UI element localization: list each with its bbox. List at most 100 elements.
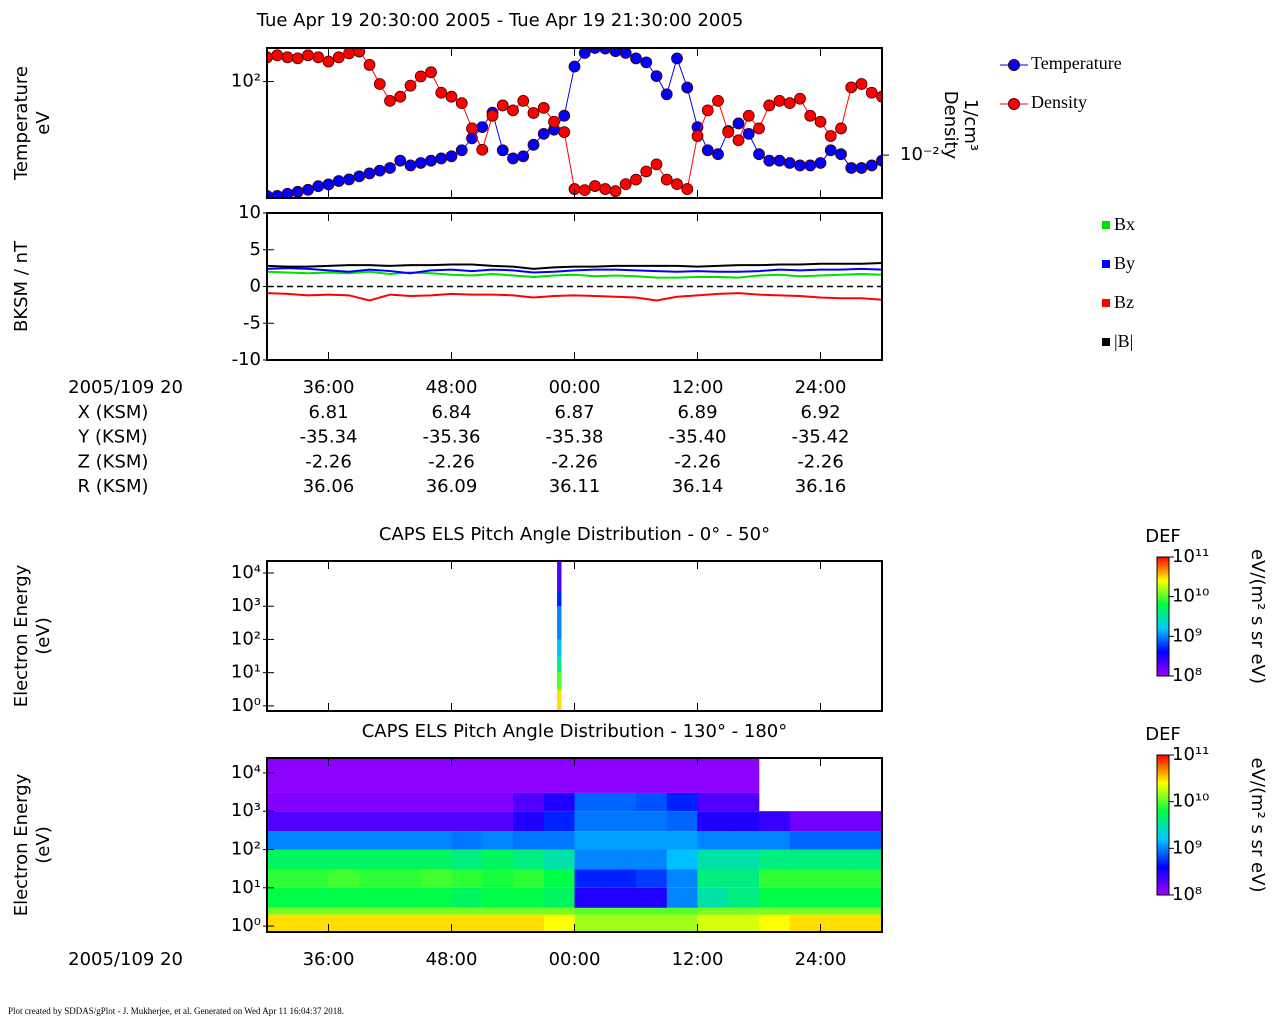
y-tick-label: 10⁰: [231, 915, 261, 936]
marker: [835, 122, 847, 135]
ephemeris-value: 6.92: [800, 402, 840, 423]
heatmap-cell: [557, 656, 562, 673]
legend-label: By: [1114, 253, 1135, 273]
heatmap-cell: [697, 914, 729, 932]
legend-marker: [1102, 221, 1110, 229]
heatmap-cell: [451, 849, 483, 870]
y-axis-label: (eV): [33, 617, 54, 654]
legend-label: |B|: [1114, 331, 1133, 351]
heatmap-cell: [759, 887, 791, 908]
heatmap-cell: [636, 914, 668, 932]
heatmap-cell: [636, 869, 668, 888]
heatmap-cell: [513, 758, 545, 793]
marker: [753, 122, 765, 135]
y-axis-label: (eV): [33, 826, 54, 863]
heatmap-cell: [605, 811, 637, 832]
heatmap-cell: [420, 914, 452, 932]
marker: [414, 70, 427, 83]
heatmap-cell: [605, 758, 637, 793]
marker: [517, 150, 530, 163]
heatmap-cell: [359, 914, 391, 932]
heatmap-cell: [636, 907, 668, 915]
heatmap-cell: [390, 914, 422, 932]
colorbar-tick-label: 10⁹: [1172, 837, 1202, 858]
marker: [466, 132, 478, 145]
marker: [609, 185, 622, 198]
marker: [353, 48, 366, 58]
marker: [681, 183, 694, 195]
marker: [302, 183, 314, 196]
heatmap-cell: [359, 758, 391, 793]
marker: [630, 173, 642, 186]
marker: [660, 88, 673, 101]
ephemeris-value: 6.81: [308, 402, 348, 423]
marker: [814, 157, 827, 169]
heatmap-cell: [697, 811, 729, 832]
colorbar-tick-label: 10¹⁰: [1172, 791, 1209, 812]
marker: [619, 178, 632, 191]
heatmap-cell: [359, 849, 391, 870]
marker: [271, 189, 284, 198]
x-tick-label: 36:00: [303, 377, 355, 398]
heatmap-cell: [513, 869, 545, 888]
heatmap-cell: [697, 792, 729, 812]
marker: [824, 144, 837, 157]
marker: [291, 52, 304, 65]
marker: [814, 115, 827, 128]
ephemeris-value: -2.26: [551, 451, 598, 472]
x-tick-label: 00:00: [549, 949, 601, 970]
heatmap-cell: [851, 869, 883, 888]
x-tick-label: 12:00: [672, 949, 724, 970]
ephemeris-name: R (KSM): [77, 476, 148, 497]
y-axis-label: BKSM / nT: [11, 240, 32, 332]
heatmap-cell: [636, 792, 668, 812]
y-tick-label: 10: [238, 202, 261, 223]
heatmap-cell: [359, 831, 391, 850]
heatmap-cell: [636, 887, 668, 908]
marker: [640, 165, 653, 178]
marker: [312, 51, 325, 64]
marker: [804, 109, 817, 122]
heatmap-cell: [328, 907, 360, 915]
heatmap-cell: [267, 792, 299, 812]
heatmap-cell: [482, 907, 514, 915]
heatmap-cell: [420, 849, 452, 870]
heatmap-cell: [543, 887, 575, 908]
marker: [650, 158, 663, 171]
marker: [753, 148, 765, 161]
marker: [527, 138, 540, 151]
x-tick-label: 12:00: [672, 377, 724, 398]
marker: [845, 162, 858, 174]
y2-axis-label: 1/cm³: [960, 99, 981, 151]
y-axis-label: Electron Energy: [11, 773, 32, 916]
legend-label: Bz: [1114, 292, 1134, 312]
heatmap-cell: [297, 811, 329, 832]
ephemeris-value: -35.36: [422, 427, 480, 448]
heatmap-cell: [390, 907, 422, 915]
y-tick-label: 5: [250, 239, 261, 260]
heatmap-cell: [297, 758, 329, 793]
marker: [394, 154, 407, 167]
heatmap-cell: [420, 887, 452, 908]
heatmap-cell: [666, 907, 698, 915]
heatmap-cell: [557, 639, 562, 657]
marker: [486, 109, 499, 122]
marker: [414, 157, 427, 169]
heatmap-cell: [605, 869, 637, 888]
marker: [855, 162, 868, 174]
heatmap-cell: [789, 887, 821, 908]
ephemeris-value: -35.34: [299, 427, 357, 448]
marker: [455, 97, 468, 110]
heatmap-cell: [789, 831, 821, 850]
heatmap-cell: [636, 849, 668, 870]
marker: [507, 152, 519, 165]
marker: [496, 144, 509, 157]
y-tick-label: 10³: [231, 595, 261, 616]
marker: [435, 152, 448, 165]
heatmap-cell: [728, 811, 760, 832]
marker: [650, 70, 663, 83]
heatmap-cell: [697, 887, 729, 908]
marker: [373, 78, 386, 90]
heatmap-cell: [297, 849, 329, 870]
series-line: [267, 51, 882, 192]
